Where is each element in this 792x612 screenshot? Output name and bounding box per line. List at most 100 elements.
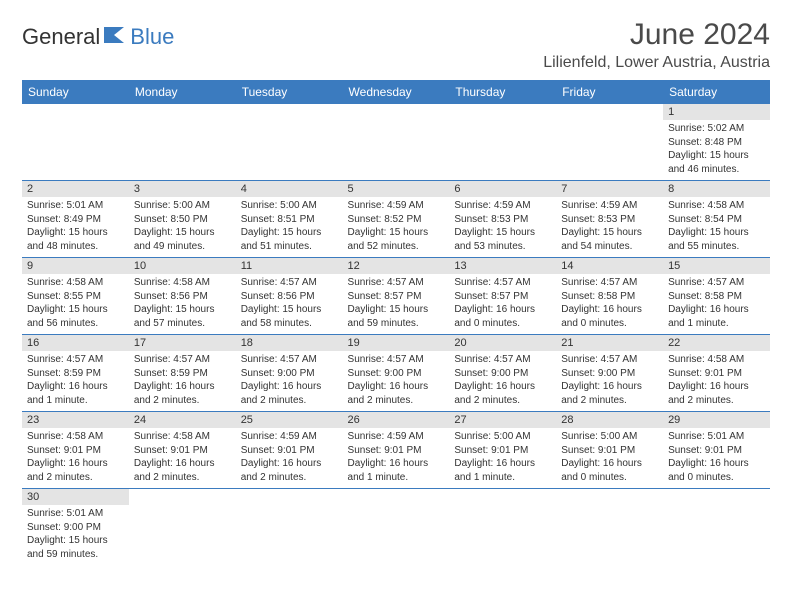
day-number: 30 xyxy=(22,489,129,505)
day-number: 29 xyxy=(663,412,770,428)
month-title: June 2024 xyxy=(543,18,770,52)
calendar-cell: 14Sunrise: 4:57 AMSunset: 8:58 PMDayligh… xyxy=(556,258,663,335)
day-number: 10 xyxy=(129,258,236,274)
day-header: Friday xyxy=(556,80,663,104)
day-info: Sunrise: 4:58 AMSunset: 8:54 PMDaylight:… xyxy=(663,197,770,257)
day-info: Sunrise: 4:58 AMSunset: 8:55 PMDaylight:… xyxy=(22,274,129,334)
calendar-cell: 8Sunrise: 4:58 AMSunset: 8:54 PMDaylight… xyxy=(663,181,770,258)
day-number: 17 xyxy=(129,335,236,351)
day-number: 6 xyxy=(449,181,556,197)
calendar-cell: 23Sunrise: 4:58 AMSunset: 9:01 PMDayligh… xyxy=(22,412,129,489)
calendar-cell: 16Sunrise: 4:57 AMSunset: 8:59 PMDayligh… xyxy=(22,335,129,412)
location: Lilienfeld, Lower Austria, Austria xyxy=(543,54,770,72)
calendar-cell: 24Sunrise: 4:58 AMSunset: 9:01 PMDayligh… xyxy=(129,412,236,489)
day-info: Sunrise: 4:59 AMSunset: 8:53 PMDaylight:… xyxy=(449,197,556,257)
day-number: 18 xyxy=(236,335,343,351)
day-info: Sunrise: 4:59 AMSunset: 8:52 PMDaylight:… xyxy=(343,197,450,257)
calendar-cell: 3Sunrise: 5:00 AMSunset: 8:50 PMDaylight… xyxy=(129,181,236,258)
calendar-cell: 7Sunrise: 4:59 AMSunset: 8:53 PMDaylight… xyxy=(556,181,663,258)
day-info: Sunrise: 5:00 AMSunset: 9:01 PMDaylight:… xyxy=(449,428,556,488)
day-number: 20 xyxy=(449,335,556,351)
empty-cell xyxy=(129,489,236,566)
day-info: Sunrise: 5:01 AMSunset: 8:49 PMDaylight:… xyxy=(22,197,129,257)
day-info: Sunrise: 4:57 AMSunset: 8:56 PMDaylight:… xyxy=(236,274,343,334)
calendar-cell: 2Sunrise: 5:01 AMSunset: 8:49 PMDaylight… xyxy=(22,181,129,258)
calendar-cell: 13Sunrise: 4:57 AMSunset: 8:57 PMDayligh… xyxy=(449,258,556,335)
day-info: Sunrise: 4:58 AMSunset: 9:01 PMDaylight:… xyxy=(22,428,129,488)
calendar-cell: 5Sunrise: 4:59 AMSunset: 8:52 PMDaylight… xyxy=(343,181,450,258)
day-number: 25 xyxy=(236,412,343,428)
calendar-cell: 12Sunrise: 4:57 AMSunset: 8:57 PMDayligh… xyxy=(343,258,450,335)
day-number: 22 xyxy=(663,335,770,351)
calendar-cell: 15Sunrise: 4:57 AMSunset: 8:58 PMDayligh… xyxy=(663,258,770,335)
empty-cell xyxy=(343,104,450,181)
day-info: Sunrise: 5:00 AMSunset: 9:01 PMDaylight:… xyxy=(556,428,663,488)
calendar-cell: 19Sunrise: 4:57 AMSunset: 9:00 PMDayligh… xyxy=(343,335,450,412)
calendar-row: 9Sunrise: 4:58 AMSunset: 8:55 PMDaylight… xyxy=(22,258,770,335)
day-info: Sunrise: 5:00 AMSunset: 8:50 PMDaylight:… xyxy=(129,197,236,257)
empty-cell xyxy=(449,104,556,181)
day-number: 26 xyxy=(343,412,450,428)
calendar-row: 23Sunrise: 4:58 AMSunset: 9:01 PMDayligh… xyxy=(22,412,770,489)
calendar-cell: 29Sunrise: 5:01 AMSunset: 9:01 PMDayligh… xyxy=(663,412,770,489)
day-number: 11 xyxy=(236,258,343,274)
day-info: Sunrise: 4:58 AMSunset: 8:56 PMDaylight:… xyxy=(129,274,236,334)
day-info: Sunrise: 4:57 AMSunset: 8:57 PMDaylight:… xyxy=(343,274,450,334)
day-header: Wednesday xyxy=(343,80,450,104)
flag-icon xyxy=(102,25,128,50)
calendar-table: Sunday Monday Tuesday Wednesday Thursday… xyxy=(22,80,770,565)
day-number: 21 xyxy=(556,335,663,351)
day-header: Sunday xyxy=(22,80,129,104)
day-number: 27 xyxy=(449,412,556,428)
day-header: Tuesday xyxy=(236,80,343,104)
empty-cell xyxy=(449,489,556,566)
calendar-cell: 30Sunrise: 5:01 AMSunset: 9:00 PMDayligh… xyxy=(22,489,129,566)
day-info: Sunrise: 4:58 AMSunset: 9:01 PMDaylight:… xyxy=(663,351,770,411)
day-number: 15 xyxy=(663,258,770,274)
day-info: Sunrise: 5:00 AMSunset: 8:51 PMDaylight:… xyxy=(236,197,343,257)
day-info: Sunrise: 4:57 AMSunset: 9:00 PMDaylight:… xyxy=(449,351,556,411)
day-header-row: Sunday Monday Tuesday Wednesday Thursday… xyxy=(22,80,770,104)
day-header: Saturday xyxy=(663,80,770,104)
calendar-cell: 22Sunrise: 4:58 AMSunset: 9:01 PMDayligh… xyxy=(663,335,770,412)
logo-text-general: General xyxy=(22,24,100,50)
calendar-cell: 11Sunrise: 4:57 AMSunset: 8:56 PMDayligh… xyxy=(236,258,343,335)
day-number: 2 xyxy=(22,181,129,197)
day-info: Sunrise: 4:58 AMSunset: 9:01 PMDaylight:… xyxy=(129,428,236,488)
calendar-cell: 1Sunrise: 5:02 AMSunset: 8:48 PMDaylight… xyxy=(663,104,770,181)
day-number: 7 xyxy=(556,181,663,197)
calendar-row: 16Sunrise: 4:57 AMSunset: 8:59 PMDayligh… xyxy=(22,335,770,412)
day-number: 1 xyxy=(663,104,770,120)
day-number: 9 xyxy=(22,258,129,274)
day-info: Sunrise: 4:59 AMSunset: 9:01 PMDaylight:… xyxy=(236,428,343,488)
day-number: 23 xyxy=(22,412,129,428)
day-header: Thursday xyxy=(449,80,556,104)
day-info: Sunrise: 4:57 AMSunset: 9:00 PMDaylight:… xyxy=(556,351,663,411)
calendar-cell: 4Sunrise: 5:00 AMSunset: 8:51 PMDaylight… xyxy=(236,181,343,258)
logo-text-blue: Blue xyxy=(130,24,174,50)
day-number: 3 xyxy=(129,181,236,197)
calendar-row: 30Sunrise: 5:01 AMSunset: 9:00 PMDayligh… xyxy=(22,489,770,566)
day-info: Sunrise: 4:57 AMSunset: 8:59 PMDaylight:… xyxy=(129,351,236,411)
day-info: Sunrise: 4:57 AMSunset: 8:58 PMDaylight:… xyxy=(556,274,663,334)
day-number: 4 xyxy=(236,181,343,197)
day-number: 19 xyxy=(343,335,450,351)
day-number: 14 xyxy=(556,258,663,274)
title-block: June 2024 Lilienfeld, Lower Austria, Aus… xyxy=(543,18,770,72)
day-number: 16 xyxy=(22,335,129,351)
day-number: 24 xyxy=(129,412,236,428)
logo: General Blue xyxy=(22,24,174,50)
calendar-row: 2Sunrise: 5:01 AMSunset: 8:49 PMDaylight… xyxy=(22,181,770,258)
calendar-cell: 25Sunrise: 4:59 AMSunset: 9:01 PMDayligh… xyxy=(236,412,343,489)
empty-cell xyxy=(22,104,129,181)
calendar-cell: 18Sunrise: 4:57 AMSunset: 9:00 PMDayligh… xyxy=(236,335,343,412)
empty-cell xyxy=(129,104,236,181)
calendar-cell: 27Sunrise: 5:00 AMSunset: 9:01 PMDayligh… xyxy=(449,412,556,489)
day-info: Sunrise: 4:57 AMSunset: 8:57 PMDaylight:… xyxy=(449,274,556,334)
day-number: 8 xyxy=(663,181,770,197)
day-info: Sunrise: 5:02 AMSunset: 8:48 PMDaylight:… xyxy=(663,120,770,180)
day-number: 13 xyxy=(449,258,556,274)
day-header: Monday xyxy=(129,80,236,104)
day-number: 28 xyxy=(556,412,663,428)
empty-cell xyxy=(663,489,770,566)
